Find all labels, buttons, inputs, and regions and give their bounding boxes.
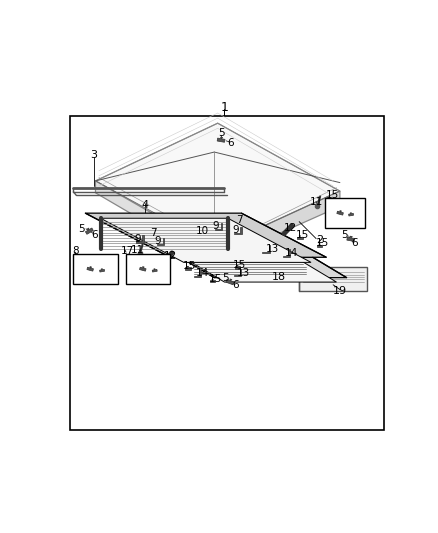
Polygon shape [234,269,241,277]
Polygon shape [152,269,157,272]
Polygon shape [140,267,146,271]
Text: 6: 6 [232,280,239,290]
Text: 18: 18 [272,272,286,281]
Bar [126,254,170,285]
Polygon shape [187,266,189,268]
Polygon shape [87,228,89,230]
Bar [74,254,117,285]
Polygon shape [194,270,201,277]
Text: 16: 16 [343,205,357,215]
Text: 6: 6 [227,138,234,148]
Text: 7: 7 [150,228,156,238]
Text: 5: 5 [78,224,85,234]
Polygon shape [340,211,342,212]
Polygon shape [350,236,353,238]
Text: 4: 4 [141,200,148,209]
Polygon shape [101,218,311,262]
Text: 9: 9 [213,221,219,231]
Polygon shape [214,191,340,262]
Text: 9: 9 [154,236,161,246]
Polygon shape [87,267,93,271]
Polygon shape [90,266,92,268]
Text: 13: 13 [265,244,279,254]
Text: 15: 15 [233,260,247,270]
Text: 6: 6 [92,230,98,240]
Text: 11: 11 [131,245,145,255]
Text: 15: 15 [326,190,339,200]
Text: 5: 5 [218,128,224,139]
Polygon shape [101,269,102,270]
Polygon shape [262,245,270,253]
Polygon shape [191,262,336,282]
Text: 2: 2 [316,235,323,245]
Polygon shape [299,236,300,237]
Polygon shape [180,257,346,278]
Polygon shape [215,223,223,230]
Text: 5: 5 [341,230,347,240]
Polygon shape [142,266,145,268]
Polygon shape [230,279,232,281]
Polygon shape [347,237,355,241]
Text: 12: 12 [163,251,177,261]
Text: 19: 19 [333,286,347,296]
Polygon shape [237,265,238,266]
Polygon shape [297,237,303,239]
Polygon shape [234,227,242,235]
Polygon shape [283,249,290,257]
Text: 17: 17 [120,246,134,256]
Polygon shape [319,244,320,245]
Text: 6: 6 [351,238,357,248]
Text: 10: 10 [196,226,209,236]
Text: 7: 7 [237,215,243,225]
Polygon shape [154,269,155,270]
Polygon shape [337,211,343,215]
Text: 15: 15 [183,261,197,271]
Polygon shape [299,268,367,291]
Text: 1: 1 [221,101,228,114]
Polygon shape [156,238,164,245]
Text: 11: 11 [310,197,323,207]
Polygon shape [317,245,322,247]
Polygon shape [95,123,340,249]
Polygon shape [210,280,215,282]
Text: 12: 12 [284,223,297,233]
Polygon shape [212,279,213,280]
Text: 15: 15 [316,238,329,248]
Text: 3: 3 [90,150,97,160]
Polygon shape [85,213,326,257]
Polygon shape [99,269,105,272]
Polygon shape [185,268,191,270]
Polygon shape [350,213,351,214]
Polygon shape [220,137,223,139]
Text: 9: 9 [232,225,239,236]
Bar [325,198,365,229]
Text: 15: 15 [208,273,222,284]
Polygon shape [235,266,240,269]
Polygon shape [85,228,93,235]
Polygon shape [217,138,225,142]
Polygon shape [136,235,144,243]
Polygon shape [349,213,353,216]
Text: 15: 15 [296,230,309,240]
Text: 14: 14 [196,268,209,278]
Text: 13: 13 [237,268,250,278]
Polygon shape [226,279,234,285]
Text: 9: 9 [134,233,141,244]
Text: 8: 8 [72,246,78,256]
Text: 5: 5 [222,273,229,283]
Text: 14: 14 [285,248,298,258]
Polygon shape [95,181,214,262]
